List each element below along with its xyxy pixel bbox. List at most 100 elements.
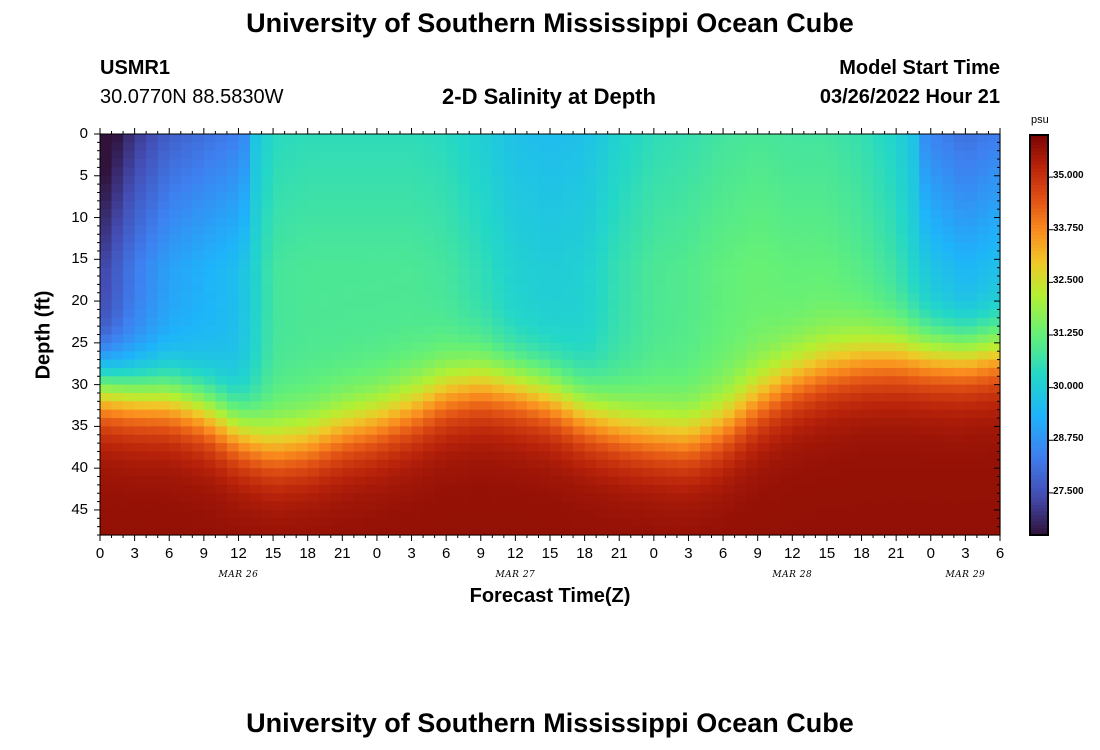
heatmap-cell xyxy=(330,276,343,285)
heatmap-cell xyxy=(261,451,274,461)
heatmap-cell xyxy=(296,392,309,402)
heatmap-cell xyxy=(192,292,205,302)
heatmap-cell xyxy=(884,518,897,528)
colorbar-segment xyxy=(1030,451,1048,456)
heatmap-cell xyxy=(330,342,343,352)
heatmap-cell xyxy=(180,484,193,494)
heatmap-cell xyxy=(780,192,793,202)
heatmap-cell xyxy=(792,443,805,453)
heatmap-cell xyxy=(526,434,540,444)
heatmap-cell xyxy=(526,234,540,244)
heatmap-cell xyxy=(411,392,424,402)
heatmap-cell xyxy=(180,259,193,269)
heatmap-cell xyxy=(284,309,297,319)
heatmap-cell xyxy=(492,326,505,336)
heatmap-cell xyxy=(561,225,574,235)
heatmap-cell xyxy=(423,476,436,486)
heatmap-cell xyxy=(723,384,736,394)
heatmap-cell xyxy=(284,443,297,453)
heatmap-cell xyxy=(734,526,747,536)
heatmap-cell xyxy=(157,426,170,436)
heatmap-cell xyxy=(457,401,470,411)
heatmap-cell xyxy=(896,242,909,252)
heatmap-cell xyxy=(723,493,736,503)
heatmap-cell xyxy=(757,493,770,503)
heatmap-cell xyxy=(284,401,297,411)
heatmap-cell xyxy=(203,242,216,252)
heatmap-cell xyxy=(330,367,343,377)
heatmap-cell xyxy=(630,276,643,285)
heatmap-cell xyxy=(192,134,205,143)
heatmap-cell xyxy=(180,443,193,453)
heatmap-cell xyxy=(734,292,747,302)
heatmap-cell xyxy=(411,351,424,361)
day-label: MAR 28 xyxy=(772,570,813,580)
heatmap-cell xyxy=(861,451,874,461)
heatmap-cell xyxy=(146,317,159,327)
heatmap-cell xyxy=(792,317,805,327)
heatmap-cell xyxy=(550,334,563,344)
heatmap-cell xyxy=(284,434,297,444)
heatmap-cell xyxy=(296,351,309,361)
heatmap-cell xyxy=(838,484,851,494)
heatmap-cell xyxy=(538,167,551,177)
heatmap-cell xyxy=(169,443,182,453)
colorbar-segment xyxy=(1030,168,1048,173)
heatmap-cell xyxy=(723,209,736,219)
heatmap-cell xyxy=(630,459,643,469)
heatmap-cell xyxy=(342,376,355,386)
heatmap-cell xyxy=(976,476,990,486)
heatmap-cell xyxy=(988,167,1001,177)
heatmap-cell xyxy=(388,259,401,269)
heatmap-cell xyxy=(861,459,874,469)
heatmap-cell xyxy=(376,242,390,252)
heatmap-cell xyxy=(180,217,193,227)
day-label: MAR 29 xyxy=(945,570,986,580)
heatmap-cell xyxy=(642,459,655,469)
heatmap-cell xyxy=(353,484,366,494)
heatmap-cell xyxy=(988,175,1001,185)
heatmap-cell xyxy=(850,259,863,269)
heatmap-cell xyxy=(803,317,816,327)
heatmap-cell xyxy=(596,301,609,311)
heatmap-cell xyxy=(515,468,528,478)
colorbar-segment xyxy=(1030,275,1048,279)
heatmap-cell xyxy=(780,150,793,160)
heatmap-cell xyxy=(296,376,309,386)
heatmap-cell xyxy=(792,509,805,519)
heatmap-cell xyxy=(780,459,793,469)
heatmap-cell xyxy=(307,493,320,503)
heatmap-cell xyxy=(550,242,563,252)
heatmap-cell xyxy=(192,376,205,386)
heatmap-cell xyxy=(180,150,193,160)
heatmap-cell xyxy=(180,409,193,419)
heatmap-cell xyxy=(400,150,413,160)
heatmap-cell xyxy=(411,276,424,285)
heatmap-cell xyxy=(584,401,597,411)
heatmap-cell xyxy=(873,276,886,285)
heatmap-cell xyxy=(526,342,540,352)
heatmap-cell xyxy=(238,175,251,185)
heatmap-cell xyxy=(930,443,943,453)
heatmap-cell xyxy=(469,493,482,503)
heatmap-cell xyxy=(942,192,955,202)
heatmap-cell xyxy=(550,284,563,294)
heatmap-cell xyxy=(850,493,863,503)
heatmap-cell xyxy=(538,134,551,143)
heatmap-cell xyxy=(123,192,136,202)
heatmap-cell xyxy=(792,334,805,344)
heatmap-cell xyxy=(942,276,955,285)
heatmap-cell xyxy=(376,276,390,285)
heatmap-cell xyxy=(169,384,182,394)
heatmap-cell xyxy=(861,526,874,536)
heatmap-cell xyxy=(515,200,528,210)
heatmap-cell xyxy=(700,142,713,152)
heatmap-cell xyxy=(607,242,620,252)
heatmap-cell xyxy=(746,326,759,336)
heatmap-cell xyxy=(100,334,113,344)
heatmap-cell xyxy=(411,509,424,519)
heatmap-cell xyxy=(250,225,263,235)
heatmap-cell xyxy=(665,401,678,411)
heatmap-cell xyxy=(123,518,136,528)
heatmap-cell xyxy=(596,242,609,252)
